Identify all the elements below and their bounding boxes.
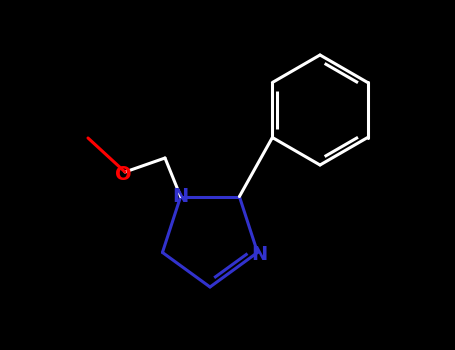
Text: O: O [115, 164, 131, 183]
Text: N: N [252, 245, 268, 264]
Text: N: N [172, 187, 189, 206]
